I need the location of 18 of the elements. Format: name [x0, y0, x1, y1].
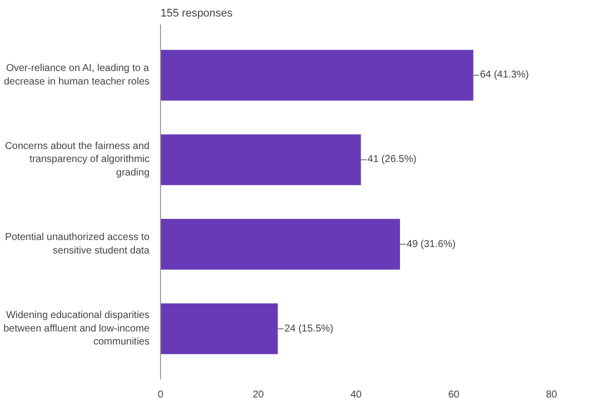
y-tick-label: Over-reliance on AI, leading to a decrease in human teacher roles	[4, 63, 150, 88]
x-tick-label: 80	[546, 390, 558, 400]
bar	[160, 134, 361, 186]
bar	[160, 218, 400, 270]
bar	[160, 303, 278, 354]
x-tick-label: 60	[448, 390, 460, 400]
y-tick-label: Potential unauthorized access to sensitive student data	[4, 232, 150, 256]
y-tick-label: Concerns about the fairness and transparency of algorithmic grading	[4, 141, 150, 178]
y-tick-label: Widening educational disparities between affluent and low-income communities	[3, 310, 150, 348]
x-tick-label: 0	[158, 390, 164, 400]
x-tick-label: 40	[350, 390, 362, 400]
data-label: 49 (31.6%)	[406, 238, 456, 250]
chart-subtitle: 155 responses	[160, 8, 234, 20]
bar	[160, 50, 474, 101]
data-label: 24 (15.5%)	[284, 323, 334, 334]
data-label: 41 (26.5%)	[368, 154, 416, 166]
x-tick-label: 20	[252, 390, 264, 400]
data-label: 64 (41.3%)	[480, 70, 529, 81]
